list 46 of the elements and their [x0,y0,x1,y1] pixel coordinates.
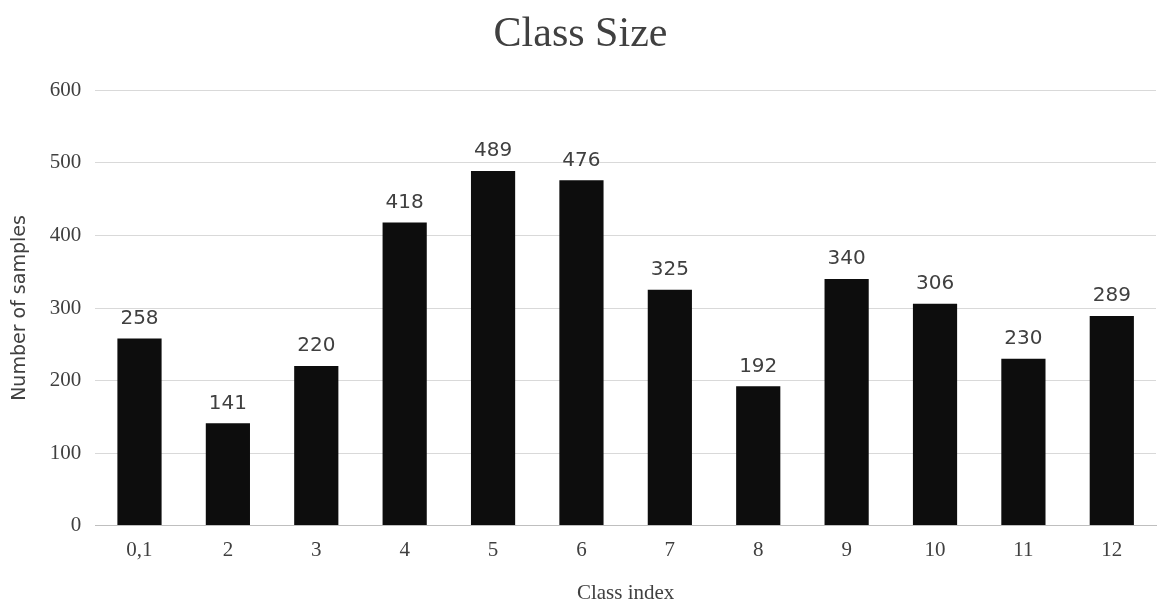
data-label: 258 [120,304,159,329]
y-axis-title: Number of samples [7,215,30,401]
y-tick-label: 100 [49,439,82,464]
x-tick-label: 3 [311,536,322,561]
y-tick-label: 200 [49,367,82,392]
data-label: 141 [208,389,247,414]
x-tick-label: 2 [222,536,234,561]
bar [559,180,604,526]
bar [294,366,339,526]
y-tick-label: 0 [70,512,82,537]
bar [647,289,692,526]
data-label: 489 [473,137,513,162]
data-label: 289 [1092,282,1131,307]
y-tick-label: 300 [49,294,82,319]
x-tick-label: 7 [664,536,676,561]
bar [470,170,516,526]
bar [1089,315,1134,526]
y-tick-label: 500 [49,149,82,174]
x-tick-label: 9 [841,536,852,561]
bar [824,278,869,526]
bar [736,386,781,526]
data-label: 192 [739,352,778,377]
data-label: 325 [650,256,689,281]
chart-title: Class Size [493,9,668,56]
x-tick-label: 10 [924,536,946,561]
bar [205,423,250,526]
bar [382,222,427,526]
x-tick-label: 4 [399,536,411,561]
x-tick-label: 11 [1013,536,1034,561]
data-label: 230 [1004,324,1043,349]
bar [912,303,958,526]
data-label: 476 [562,146,601,171]
y-tick-label: 400 [49,221,82,246]
data-label: 306 [915,269,955,294]
bar [1001,358,1046,526]
x-tick-label: 5 [487,536,499,561]
x-tick-label: 12 [1101,536,1123,561]
bar [117,338,162,526]
x-tick-label: 6 [576,536,587,561]
y-tick-label: 600 [49,76,82,101]
data-label: 340 [827,245,866,270]
x-axis-title: Class index [576,579,675,604]
x-tick-label: 8 [752,536,764,561]
data-label: 220 [297,332,336,357]
data-label: 418 [385,188,424,213]
x-tick-label: 0,1 [126,536,153,561]
